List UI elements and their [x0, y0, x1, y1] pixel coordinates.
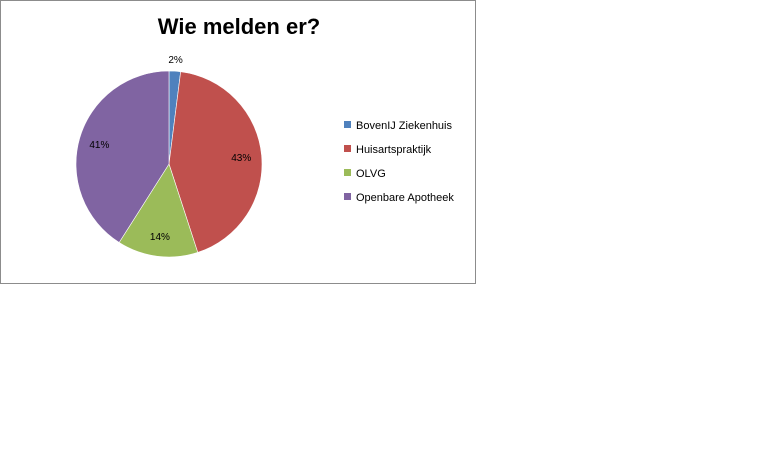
legend: BovenIJ Ziekenhuis Huisartspraktijk OLVG Op… [344, 120, 454, 204]
legend-label-huisartspraktijk: Huisartspraktijk [356, 144, 432, 156]
pie-slice-huisartspraktijk [168, 71, 263, 253]
data-label-openbare-apotheek: 41% [89, 140, 109, 151]
data-label-huisartspraktijk: 43% [231, 153, 251, 164]
legend-label-openbare-apotheek: Openbare Apotheek [356, 192, 454, 204]
legend-swatch-bovenij-ziekenhuis [344, 121, 351, 128]
legend-swatch-olvg [344, 169, 351, 176]
pie-slice-olvg [118, 163, 199, 258]
legend-label-olvg: OLVG [356, 168, 386, 180]
data-label-bovenij-ziekenhuis: 2% [168, 55, 183, 66]
legend-label-bovenij-ziekenhuis: BovenIJ Ziekenhuis [356, 120, 452, 132]
pie-slices [75, 70, 263, 258]
chart-title: Wie melden er? [158, 14, 320, 39]
chart-area: Wie melden er? 2% 43% 14% 41% BovenIJ Zieke… [0, 0, 476, 284]
data-label-olvg: 14% [150, 232, 170, 243]
data-labels: 2% 43% 14% 41% [89, 55, 251, 243]
pie-chart: Wie melden er? 2% 43% 14% 41% BovenIJ Zieke… [75, 14, 454, 258]
legend-swatch-huisartspraktijk [344, 145, 351, 152]
pie-slice-openbare-apotheek [75, 70, 170, 243]
legend-swatch-openbare-apotheek [344, 193, 351, 200]
